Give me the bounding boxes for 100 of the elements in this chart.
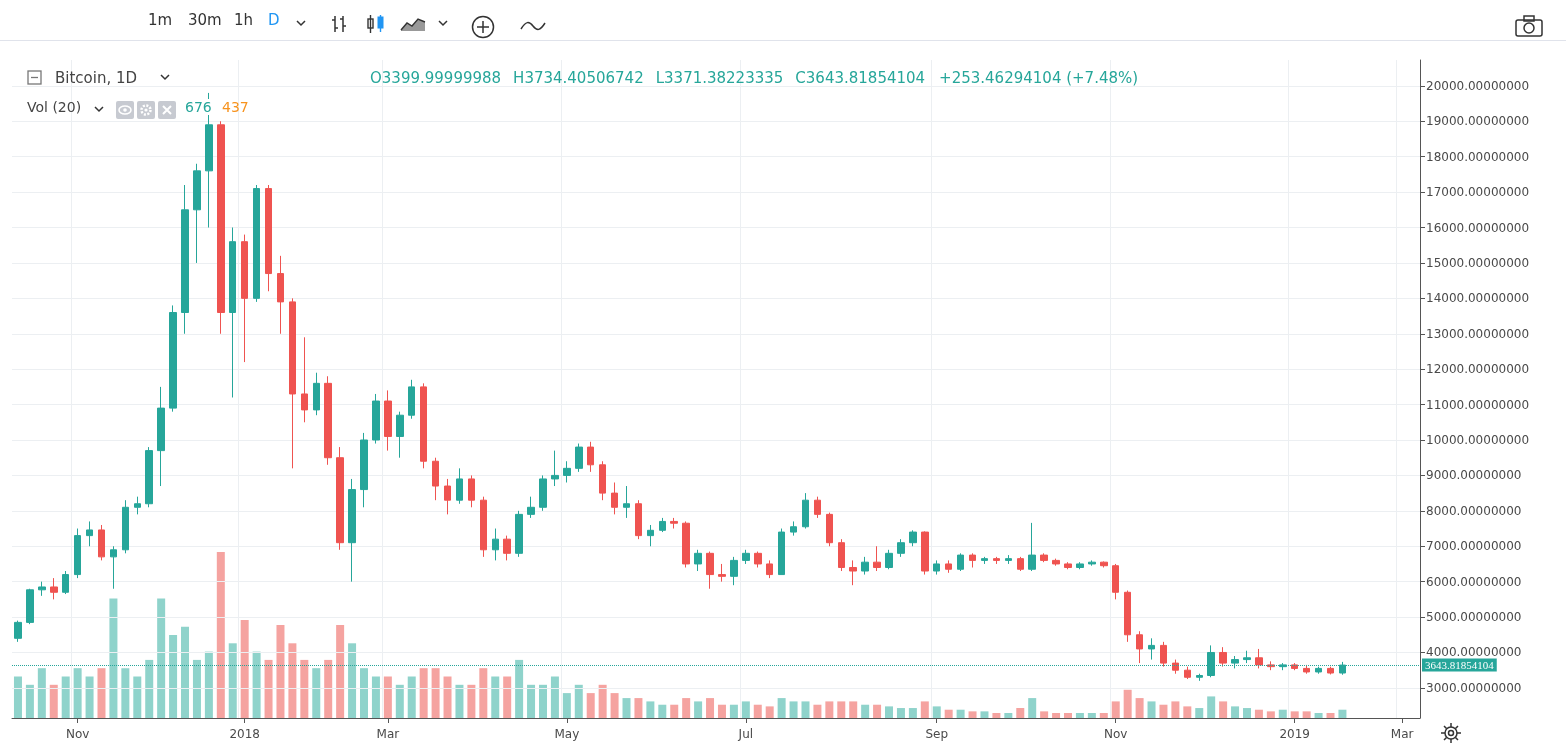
y-tick-label: 12000.00000000 (1426, 362, 1530, 377)
bar (538, 684, 547, 718)
bar (121, 668, 130, 718)
candlestick (1160, 641, 1167, 668)
annotation: O3399.99999988 (370, 69, 502, 87)
candlestick (432, 457, 439, 501)
candlestick (623, 485, 630, 519)
candlestick (492, 528, 499, 561)
bar (49, 684, 58, 718)
bar (717, 704, 726, 718)
y-tick-label: 4000.00000000 (1426, 645, 1522, 660)
bar (908, 708, 917, 718)
candlestick (1327, 666, 1334, 675)
candlestick (1076, 561, 1084, 570)
candlestick (169, 304, 177, 413)
candlestick (826, 512, 833, 547)
candlestick (1255, 648, 1263, 669)
candlestick (849, 559, 857, 586)
candlestick (909, 529, 917, 547)
candlestick (468, 474, 475, 508)
bar (944, 709, 953, 718)
bar (264, 659, 273, 718)
annotation: H3734.40506742 (513, 69, 644, 87)
bar (1052, 713, 1061, 718)
bar (550, 676, 559, 718)
bar (252, 651, 261, 718)
bar (980, 711, 989, 718)
y-tick-label: 14000.00000000 (1426, 291, 1530, 306)
y-tick-label: 10000.00000000 (1426, 433, 1530, 447)
x-tick-label: Mar (376, 727, 400, 741)
annotation: 437 (222, 99, 249, 115)
candlestick (670, 517, 678, 530)
candlestick (945, 559, 952, 574)
bar (1278, 709, 1287, 718)
candlestick (1040, 552, 1048, 563)
bar (145, 659, 154, 718)
x-tick-label: Sep (925, 727, 949, 741)
candlestick (348, 478, 356, 583)
bar (968, 711, 977, 718)
bar (1266, 711, 1275, 718)
candlestick (1124, 590, 1131, 643)
bar (956, 709, 965, 718)
candlestick (372, 393, 380, 445)
bar (741, 701, 750, 718)
bar (383, 676, 392, 718)
candlestick (265, 184, 272, 292)
bar (825, 701, 834, 718)
bar (658, 704, 667, 718)
annotation: C3643.81854104 (795, 69, 926, 87)
candlestick (1196, 673, 1203, 682)
bar (1254, 709, 1263, 718)
bar (634, 698, 643, 718)
y-tick-label: 9000.00000000 (1426, 468, 1522, 483)
bar (682, 698, 691, 718)
candlestick (921, 530, 929, 576)
bar (1099, 713, 1108, 718)
bar (562, 693, 571, 718)
bar (1302, 711, 1311, 718)
candlestick (253, 184, 260, 303)
candlestick (754, 551, 762, 568)
bar (837, 701, 846, 718)
candlestick (778, 528, 785, 576)
y-tick-label: 20000.00000000 (1426, 78, 1530, 93)
candlestick (563, 460, 571, 483)
candlestick (861, 556, 869, 576)
bar (276, 625, 285, 718)
candlestick (98, 524, 105, 561)
annotation: +253.46294104 (+7.48%) (939, 69, 1139, 87)
candlestick (647, 524, 654, 547)
candlestick (1100, 560, 1108, 568)
y-tick-label: 3000.00000000 (1426, 680, 1522, 695)
bar (479, 668, 488, 718)
y-tick-label: 7000.00000000 (1426, 539, 1522, 554)
x-tick-label: 2018 (229, 727, 260, 741)
bar (312, 668, 321, 718)
candlestick (706, 551, 714, 590)
candlestick (515, 510, 523, 558)
bar (169, 635, 178, 718)
bar (992, 713, 1001, 718)
candlestick (1064, 561, 1072, 570)
y-tick-label: 17000.00000000 (1426, 185, 1530, 200)
bar (1087, 713, 1096, 718)
candlestick (1219, 646, 1227, 668)
bar (1338, 709, 1347, 718)
candlestick (1172, 659, 1179, 675)
bar (348, 643, 357, 718)
bar (1231, 706, 1240, 718)
bar (694, 701, 703, 718)
candlestick (301, 336, 308, 423)
bar (1075, 713, 1084, 718)
bar (336, 625, 345, 718)
x-tick-label: Mar (1390, 727, 1414, 741)
candlestick (575, 443, 583, 473)
y-tick-label: 8000.00000000 (1426, 503, 1522, 518)
candlestick (74, 528, 81, 579)
bar (467, 684, 476, 718)
candlestick (599, 460, 606, 501)
bar (1314, 713, 1323, 718)
bar (133, 676, 142, 718)
candlestick (802, 492, 809, 530)
